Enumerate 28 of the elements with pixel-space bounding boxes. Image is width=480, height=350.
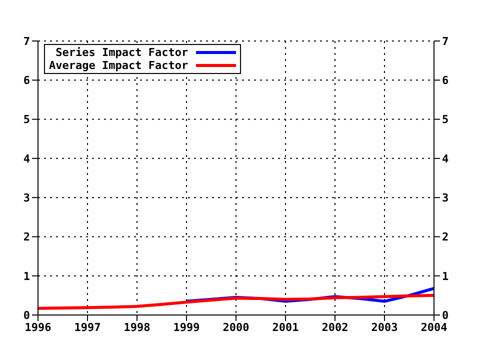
- y-tick-label: 0: [23, 308, 30, 322]
- y-tick-label: 7: [23, 34, 30, 48]
- x-tick-label: 2003: [371, 320, 398, 334]
- y-tick-label: 2: [23, 230, 30, 244]
- y-tick-label: 4: [23, 152, 30, 166]
- y2-tick-label: 4: [442, 152, 449, 166]
- y-tick-label: 1: [23, 270, 30, 283]
- x-tick-label: 1998: [124, 320, 150, 334]
- y2-tick-label: 7: [442, 34, 449, 48]
- y2-tick-label: 5: [442, 113, 449, 126]
- legend-label: Average Impact Factor: [49, 59, 188, 72]
- y-tick-label: 3: [23, 191, 30, 204]
- x-tick-label: 1997: [74, 320, 101, 334]
- x-tick-label: 1999: [173, 320, 200, 334]
- y2-tick-label: 1: [442, 270, 449, 283]
- y2-tick-label: 2: [442, 230, 449, 244]
- x-tick-label: 2001: [272, 320, 300, 334]
- legend-label: Series Impact Factor: [56, 46, 188, 59]
- y2-tick-label: 0: [442, 308, 449, 322]
- y-tick-label: 6: [23, 74, 30, 88]
- x-tick-label: 2004: [420, 320, 448, 334]
- y-tick-label: 5: [23, 113, 30, 126]
- x-tick-label: 1996: [24, 320, 52, 334]
- x-tick-label: 2000: [222, 320, 250, 334]
- y2-tick-label: 3: [442, 191, 449, 204]
- x-tick-label: 2002: [322, 320, 348, 334]
- y2-tick-label: 6: [442, 74, 449, 88]
- line-series: [38, 294, 434, 310]
